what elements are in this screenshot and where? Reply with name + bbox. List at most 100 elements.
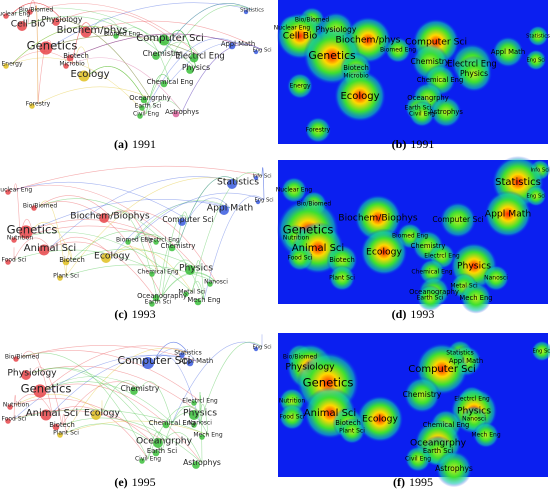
node-label: Metal Sci [178,289,206,296]
network-node [227,179,237,189]
network-edge [65,347,189,434]
network-node [160,80,168,88]
node-label: Civil Eng [135,456,161,463]
network-node [137,113,143,119]
network-node [19,225,33,239]
node-label: Microbio [343,73,369,80]
node-label: Chemical Eng [411,269,452,276]
node-label: Biochem/Biophys [338,213,418,224]
network-edge [71,230,163,261]
network-node [3,63,9,69]
network-node [141,356,155,370]
node-label: Civil Eng [405,456,431,463]
node-label: Biotech [343,64,369,72]
node-label: Physics [179,263,213,274]
node-label: Mech Eng [471,432,500,439]
network-node [207,281,213,287]
panel-letter: (b) [392,137,407,151]
network-node [255,199,261,205]
node-label: Physiology [7,368,57,379]
node-label: Statistics [526,34,550,40]
network-edge [133,232,159,273]
node-label: Earth Sci [147,447,177,455]
network-edge [145,74,171,115]
node-label: Genetics [303,376,354,390]
network-edge [21,352,149,460]
network-node [139,458,145,464]
network-edge [11,2,63,21]
network-edge [49,176,239,249]
network-edge [35,3,201,57]
network-node [99,213,109,223]
network-edge [21,350,53,414]
network-node [125,239,131,245]
network-edge [51,354,197,414]
density-blob [409,101,435,127]
node-label: Plant Sci [53,430,79,437]
node-label: Electrcl Eng [144,237,180,244]
network-edge [31,367,163,452]
network-node [3,13,9,19]
node-label: Eng Sci [526,194,545,200]
node-label: Ecology [362,414,398,425]
node-label: Computer Sci [432,215,483,224]
node-label: Bio/Biomed [283,354,317,361]
network-edge [31,199,231,231]
density-blob [531,340,550,362]
node-label: Nanosci [484,275,508,282]
node-label: Oceangrphy [410,438,467,449]
network-node [31,205,37,211]
network-node [194,298,202,306]
network-edge [13,237,51,261]
node-label: Nutrition [283,235,309,242]
network-edge [31,366,63,426]
node-label: Earth Sci [135,103,162,110]
network-edge [65,264,217,283]
node-label: Metal Sci [450,283,478,290]
network-edge [111,246,159,273]
node-label: Bio/Biomed [23,203,57,210]
node-label: Mech Eng [187,296,220,304]
network-edge [153,348,197,362]
network-edge [39,200,67,277]
density-blob [287,245,313,271]
network-node [7,404,13,410]
network-edge [133,192,265,241]
network-node [186,66,194,74]
network-edge [39,198,163,241]
network-node [11,237,17,243]
network-node [5,418,11,424]
network-edge [31,367,165,442]
node-label: Computer Sci [405,37,467,48]
panel-year: 1993 [132,307,156,321]
node-label: Electrcl Eng [182,398,218,405]
density-blob [385,37,411,63]
network-node [153,239,159,245]
panel-caption: (f) 1995 [393,475,433,489]
node-label: Genetics [308,49,356,62]
network-edge [11,57,147,115]
node-label: Oceangrphy [129,94,171,102]
network-edge [111,248,193,293]
network-node [38,244,50,256]
density-blob [473,422,499,448]
network-edge [153,355,201,424]
node-label: Biochem/phys [57,25,128,36]
network-node [253,346,259,352]
node-label: Plant Sci [53,273,79,280]
network-edge [13,181,189,221]
network-node [62,258,70,266]
network-edge [89,66,149,107]
density-blob [435,450,473,488]
network-node [101,253,111,263]
network-edge [13,183,21,239]
network-node [5,189,11,195]
network-edge [51,406,149,460]
network-edge [75,33,239,57]
network-node [57,432,63,438]
network-edge [21,350,201,402]
density-blob [356,395,404,443]
panel-year: 1995 [409,475,433,489]
node-label: Earth Sci [145,299,172,306]
